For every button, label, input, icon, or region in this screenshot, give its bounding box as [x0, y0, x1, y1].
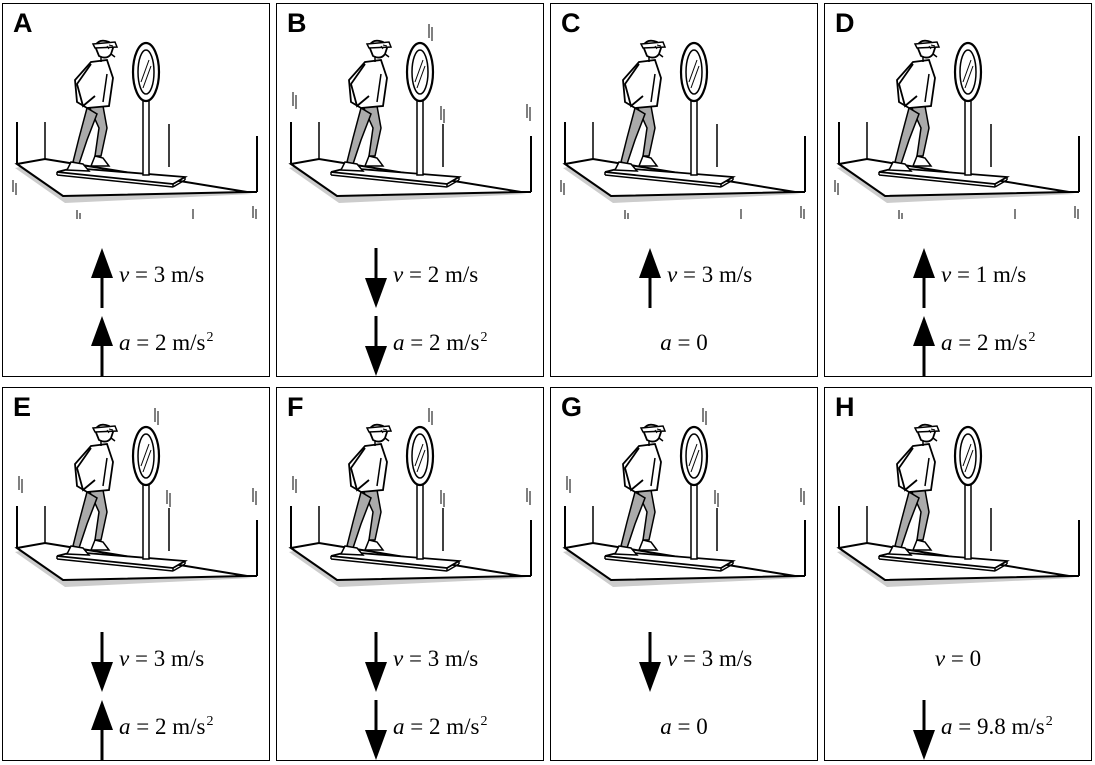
velocity-label: v = 2 m/s	[393, 262, 479, 287]
acceleration-label: a = 2 m/s2	[393, 330, 488, 355]
acceleration-label: a = 2 m/s2	[119, 330, 214, 355]
velocity-label: v = 1 m/s	[941, 262, 1027, 287]
acceleration-row: a = 2 m/s2	[825, 316, 1091, 376]
velocity-row: v = 3 m/s	[551, 632, 817, 692]
velocity-row: v = 2 m/s	[277, 248, 543, 308]
panel-label: H	[835, 392, 855, 422]
acceleration-label: a = 9.8 m/s2	[941, 714, 1053, 739]
panel-label: B	[287, 8, 307, 38]
velocity-label: v = 3 m/s	[119, 646, 205, 671]
acceleration-label: a = 0	[660, 714, 708, 739]
acceleration-label: a = 2 m/s2	[393, 714, 488, 739]
panel-label: G	[561, 392, 583, 422]
velocity-label: v = 3 m/s	[667, 646, 753, 671]
velocity-row: v = 3 m/s	[3, 248, 269, 308]
arrow-up-icon	[913, 316, 935, 381]
arrow-down-icon	[91, 632, 113, 697]
acceleration-label: a = 2 m/s2	[119, 714, 214, 739]
velocity-row: v = 3 m/s	[3, 632, 269, 692]
arrow-down-icon	[365, 700, 387, 765]
panel-label: D	[835, 8, 855, 38]
arrow-up-icon	[639, 248, 661, 313]
acceleration-label: a = 0	[660, 330, 708, 355]
panel-label: F	[287, 392, 304, 422]
velocity-row: v = 3 m/s	[277, 632, 543, 692]
velocity-label: v = 3 m/s	[119, 262, 205, 287]
arrow-down-icon	[365, 316, 387, 381]
velocity-label: v = 0	[934, 646, 982, 671]
velocity-label: v = 3 m/s	[667, 262, 753, 287]
acceleration-row: a = 9.8 m/s2	[825, 700, 1091, 760]
acceleration-row: a = 2 m/s2	[277, 316, 543, 376]
acceleration-row: a = 2 m/s2	[277, 700, 543, 760]
arrow-down-icon	[365, 248, 387, 313]
panel-label: E	[13, 392, 32, 422]
velocity-row: v = 3 m/s	[551, 248, 817, 308]
arrow-down-icon	[365, 632, 387, 697]
velocity-row: v = 1 m/s	[825, 248, 1091, 308]
arrow-down-icon	[913, 700, 935, 765]
panel-label: A	[13, 8, 33, 38]
panel-label: C	[561, 8, 581, 38]
arrow-up-icon	[91, 316, 113, 381]
acceleration-row: a = 0	[551, 700, 817, 760]
acceleration-row: a = 2 m/s2	[3, 316, 269, 376]
velocity-row: v = 0	[825, 632, 1091, 692]
arrow-up-icon	[91, 700, 113, 765]
velocity-label: v = 3 m/s	[393, 646, 479, 671]
acceleration-row: a = 0	[551, 316, 817, 376]
arrow-up-icon	[91, 248, 113, 313]
acceleration-row: a = 2 m/s2	[3, 700, 269, 760]
acceleration-label: a = 2 m/s2	[941, 330, 1036, 355]
arrow-up-icon	[913, 248, 935, 313]
arrow-down-icon	[639, 632, 661, 697]
